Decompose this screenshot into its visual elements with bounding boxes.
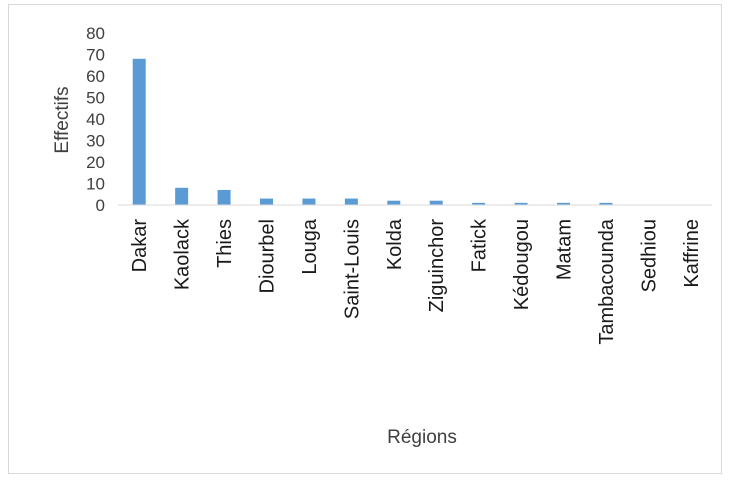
bar — [429, 200, 443, 205]
bar — [132, 58, 146, 205]
bar — [260, 198, 273, 205]
x-category-label: Matam — [554, 219, 576, 280]
y-tick-label: 60 — [86, 67, 105, 86]
y-tick-label: 40 — [86, 110, 105, 129]
bar — [387, 200, 401, 205]
x-category-label: Tambacounda — [596, 218, 618, 345]
x-axis-title: Régions — [387, 427, 457, 448]
chart-frame — [8, 4, 722, 474]
x-category-label: Kédougou — [511, 219, 533, 310]
x-category-label: Kolda — [384, 218, 406, 270]
x-category-label: Saint-Louis — [341, 219, 363, 319]
bar — [599, 202, 613, 205]
bar — [344, 198, 358, 205]
bar — [302, 198, 316, 205]
y-tick-label: 10 — [86, 175, 105, 194]
x-category-label: Fatick — [469, 218, 491, 272]
bar — [557, 202, 570, 205]
x-category-label: Kaolack — [172, 218, 194, 290]
bar — [175, 187, 189, 205]
x-axis-categories: Dakar Kaolack Thies Diourbel Louga Saint-Loui… — [129, 218, 703, 345]
bar — [217, 189, 231, 205]
y-tick-label: 30 — [86, 132, 105, 151]
bars — [132, 58, 613, 205]
bar — [472, 202, 486, 205]
y-tick-label: 80 — [86, 24, 105, 43]
x-category-label: Kaffrine — [681, 219, 703, 288]
y-axis-ticks: 0 10 20 30 40 50 60 70 80 — [86, 24, 105, 215]
y-tick-label: 0 — [96, 196, 105, 215]
bar — [514, 202, 528, 205]
x-category-label: Sedhiou — [638, 219, 660, 292]
x-category-label: Ziguinchor — [426, 219, 448, 313]
y-tick-label: 50 — [86, 89, 105, 108]
x-category-label: Thies — [214, 219, 236, 268]
x-category-label: Diourbel — [257, 219, 279, 293]
y-tick-label: 70 — [86, 46, 105, 65]
x-category-label: Louga — [299, 218, 321, 274]
y-tick-label: 20 — [86, 153, 105, 172]
x-category-label: Dakar — [129, 219, 151, 273]
y-axis-title: Effectifs — [52, 86, 73, 153]
